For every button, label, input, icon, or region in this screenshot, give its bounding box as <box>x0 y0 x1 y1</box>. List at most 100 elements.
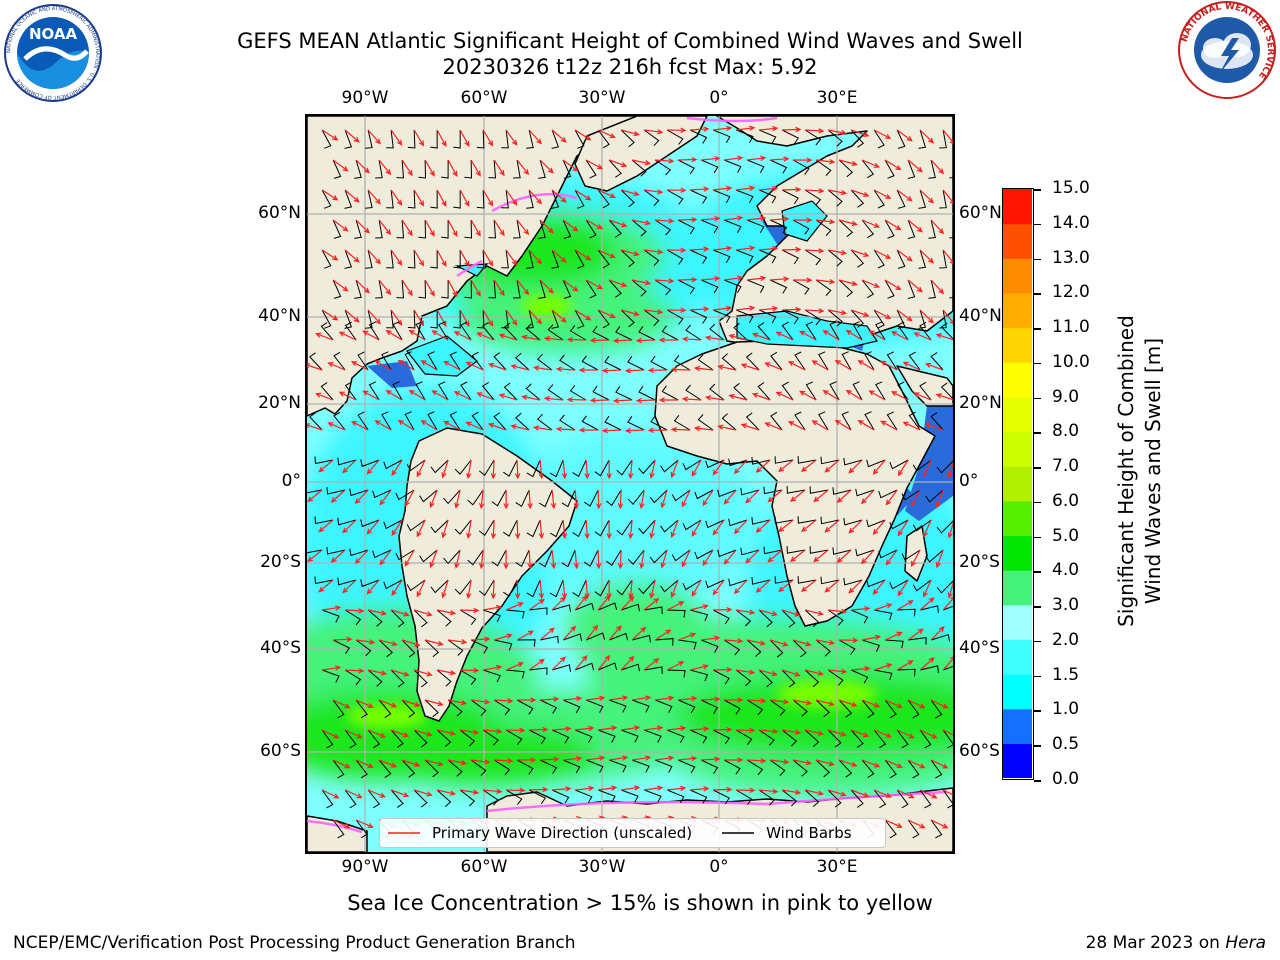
wind-barb <box>464 159 473 179</box>
wave-direction-arrow <box>919 597 935 611</box>
wind-barb <box>386 129 394 149</box>
wave-direction-arrow <box>390 789 410 798</box>
wind-barb <box>873 249 885 269</box>
wave-direction-arrow <box>315 392 334 401</box>
wave-direction-arrow <box>354 489 369 504</box>
wind-barb <box>758 249 777 264</box>
wind-barb <box>712 129 731 144</box>
colorbar-tick-mark <box>1034 571 1041 573</box>
wind-barb <box>638 385 656 401</box>
wind-barb <box>712 189 731 204</box>
wind-barb <box>478 579 495 597</box>
colorbar-segment <box>1003 535 1032 571</box>
wind-barb <box>430 459 449 474</box>
wave-direction-arrow <box>919 189 934 204</box>
wave-direction-arrow <box>873 729 892 738</box>
wave-direction-arrow <box>759 728 779 734</box>
wind-barb <box>861 759 875 779</box>
wave-direction-arrow <box>355 819 374 828</box>
wave-direction-arrow <box>401 639 421 647</box>
wind-barb <box>390 669 405 688</box>
wind-barb <box>804 729 820 747</box>
wave-direction-arrow <box>811 420 829 431</box>
wave-direction-arrow <box>782 126 802 133</box>
wave-direction-arrow <box>643 657 660 671</box>
wave-direction-arrow <box>385 389 403 401</box>
wind-barb <box>723 279 742 293</box>
wave-direction-arrow <box>868 390 886 401</box>
wave-direction-arrow <box>801 519 817 533</box>
wave-direction-arrow <box>740 363 760 371</box>
wave-direction-arrow <box>424 279 435 297</box>
wave-direction-arrow <box>408 329 426 341</box>
wave-direction-arrow <box>681 489 691 508</box>
wave-direction-arrow <box>332 219 349 232</box>
wind-barb <box>332 159 342 179</box>
wave-direction-arrow <box>713 726 733 733</box>
wave-direction-arrow <box>321 789 340 799</box>
wave-direction-arrow <box>631 626 647 641</box>
wave-direction-arrow <box>713 667 733 673</box>
wind-barb <box>616 459 633 476</box>
wind-barb <box>781 669 796 688</box>
wave-direction-arrow <box>441 459 449 479</box>
wave-direction-arrow <box>621 785 641 791</box>
wave-direction-arrow <box>429 549 438 569</box>
wave-direction-arrow <box>350 421 369 431</box>
wave-direction-arrow <box>755 459 771 473</box>
wind-barb <box>700 699 719 714</box>
wind-barb <box>574 662 595 671</box>
wave-direction-arrow <box>483 788 503 794</box>
wave-direction-arrow <box>897 459 909 477</box>
wave-direction-arrow <box>907 159 923 173</box>
wave-direction-arrow <box>574 249 592 261</box>
wave-direction-arrow <box>885 549 898 566</box>
wind-barb <box>354 279 362 299</box>
wave-direction-arrow <box>516 279 530 296</box>
wind-barb <box>314 576 334 585</box>
wind-barb <box>650 355 668 371</box>
wind-barb <box>476 189 485 209</box>
wind-barb <box>769 639 784 658</box>
wave-direction-arrow <box>828 608 848 615</box>
wave-direction-arrow <box>850 729 870 738</box>
wind-barb <box>430 309 438 329</box>
wind-barb <box>694 489 714 500</box>
wave-direction-arrow <box>355 219 370 234</box>
colorbar-segment <box>1003 327 1032 363</box>
wind-barb <box>453 189 461 209</box>
wave-direction-arrow <box>606 459 612 480</box>
wave-direction-arrow <box>838 699 858 707</box>
footer-date: 28 Mar 2023 on Hera <box>1086 933 1266 953</box>
wave-direction-arrow <box>503 489 509 510</box>
wave-direction-arrow <box>575 785 595 792</box>
wind-barb <box>493 412 507 431</box>
wave-direction-arrow <box>643 597 660 611</box>
colorbar-segment <box>1003 223 1032 259</box>
wind-barb <box>638 519 656 535</box>
wind-barb <box>746 699 764 716</box>
wave-direction-arrow <box>574 595 588 611</box>
wind-barb <box>608 632 629 641</box>
wave-direction-arrow <box>608 279 628 288</box>
map-legend: Primary Wave Direction (unscaled) Wind B… <box>379 818 886 848</box>
wind-barb <box>804 129 822 146</box>
wave-direction-arrow <box>322 665 342 671</box>
wind-barb <box>396 219 405 239</box>
wave-direction-arrow <box>930 219 945 235</box>
wave-direction-arrow <box>884 819 903 828</box>
wave-direction-arrow <box>736 609 756 615</box>
wind-barb <box>501 189 509 209</box>
wind-barb <box>827 189 843 207</box>
wave-direction-arrow <box>448 639 468 645</box>
colorbar-tick: 7.0 <box>1052 456 1080 477</box>
wave-direction-arrow <box>470 219 481 237</box>
wave-direction-arrow <box>704 395 725 401</box>
wave-direction-arrow <box>379 549 392 566</box>
wave-direction-arrow <box>681 336 702 342</box>
wave-direction-arrow <box>655 278 675 284</box>
wind-barb <box>447 699 463 717</box>
wave-direction-arrow <box>896 249 913 262</box>
wind-barb <box>355 819 368 839</box>
wind-barb <box>627 356 645 371</box>
